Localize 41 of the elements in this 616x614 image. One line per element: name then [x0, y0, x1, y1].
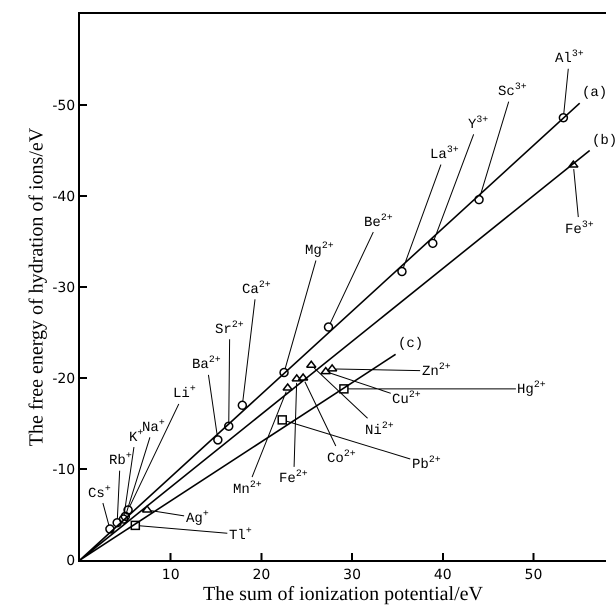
- annotation: Pb$^{2+}$: [412, 454, 441, 473]
- series-label: (b): [592, 133, 616, 149]
- annotation: Co$^{2+}$: [327, 448, 356, 467]
- annotation: Rb$^{+}$: [109, 450, 132, 469]
- annotation: Ca$^{2+}$: [242, 279, 271, 298]
- x-axis-title: The sum of ionization potential/eV: [203, 582, 484, 605]
- x-tick-label: 10: [162, 566, 180, 583]
- annotation: Al$^{3+}$: [555, 48, 584, 67]
- y-tick-label: 0: [66, 552, 76, 569]
- y-axis-title: The free energy of hydration of ions/eV: [25, 127, 48, 446]
- annotation: Ni$^{2+}$: [365, 420, 394, 439]
- y-tick-label: -40: [52, 188, 76, 205]
- y-tick-label: -50: [52, 98, 76, 114]
- series-label: (a): [582, 85, 608, 101]
- annotation: Li$^{+}$: [173, 383, 196, 402]
- series-label: (c): [398, 336, 424, 352]
- y-tick-label: -30: [52, 280, 76, 296]
- annotation: Zn$^{2+}$: [422, 361, 451, 380]
- annotation: Ag$^{+}$: [186, 508, 209, 527]
- annotation: Be$^{2+}$: [364, 212, 393, 231]
- x-tick-label: 40: [434, 566, 452, 583]
- x-tick-label: 30: [343, 566, 361, 583]
- annotation: La$^{3+}$: [430, 144, 459, 163]
- annotation: Sr$^{2+}$: [215, 319, 244, 338]
- annotation: Mn$^{2+}$: [233, 479, 262, 498]
- annotation: Ba$^{2+}$: [192, 354, 221, 373]
- annotation: Cs$^{+}$: [88, 483, 111, 502]
- annotation: Y$^{3+}$: [468, 114, 488, 133]
- annotation: Hg$^{2+}$: [517, 379, 546, 398]
- annotation: Cu$^{2+}$: [392, 389, 421, 408]
- y-tick-label: -20: [52, 370, 76, 387]
- annotation: Na$^{+}$: [142, 417, 165, 436]
- annotation: Tl$^{+}$: [229, 525, 252, 544]
- annotation: Fe$^{2+}$: [279, 468, 308, 487]
- x-tick-label: 20: [252, 566, 270, 583]
- annotation: Fe$^{3+}$: [565, 219, 594, 238]
- x-tick-label: 50: [524, 566, 542, 583]
- annotation: K$^{+}$: [129, 427, 144, 446]
- y-tick-label: -10: [52, 462, 76, 478]
- annotation: Mg$^{2+}$: [305, 240, 334, 259]
- annotation: Sc$^{3+}$: [498, 81, 527, 100]
